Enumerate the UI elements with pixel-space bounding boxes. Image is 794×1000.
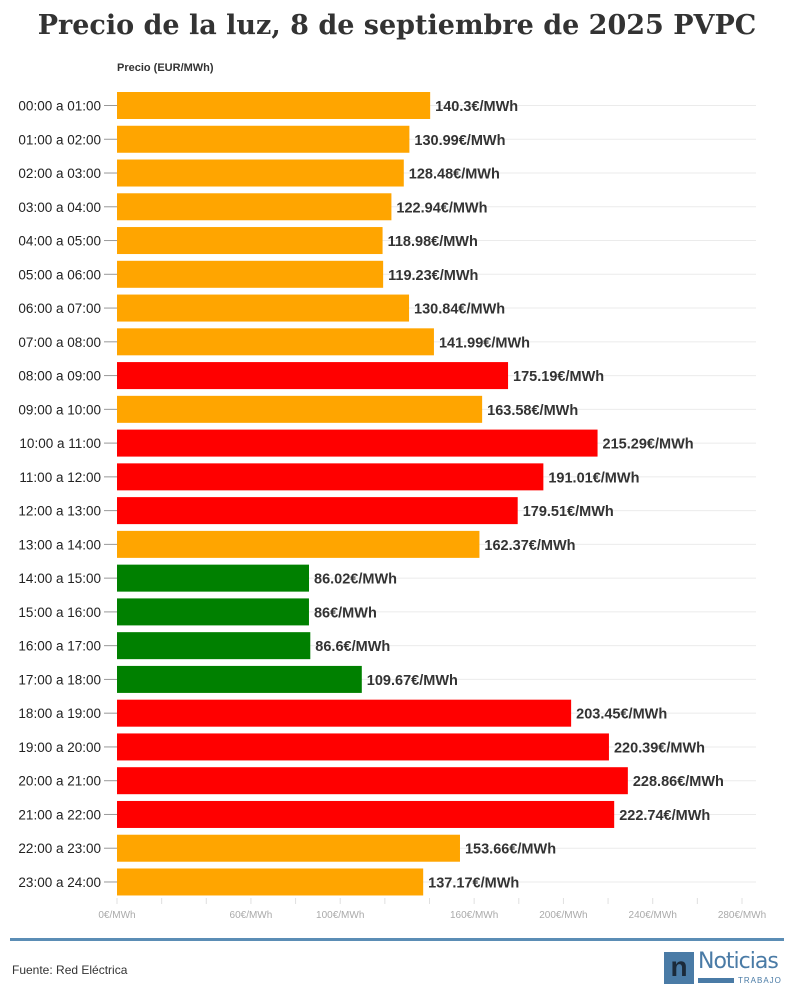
bar <box>117 362 509 390</box>
category-label: 00:00 a 01:00 <box>18 99 101 114</box>
data-label: 118.98€/MWh <box>388 234 478 250</box>
logo-n-icon: n <box>664 952 694 984</box>
category-label: 22:00 a 23:00 <box>18 841 101 856</box>
category-label: 17:00 a 18:00 <box>18 672 101 687</box>
data-label: 153.66€/MWh <box>465 842 556 858</box>
category-label: 03:00 a 04:00 <box>18 200 101 215</box>
category-label: 08:00 a 09:00 <box>18 369 101 384</box>
bar <box>117 294 410 322</box>
y-axis-label: Precio (EUR/MWh) <box>117 62 214 74</box>
data-label: 140.3€/MWh <box>435 99 518 115</box>
bar <box>117 598 309 626</box>
bar <box>117 800 615 828</box>
data-label: 228.86€/MWh <box>633 774 724 790</box>
source-note: Fuente: Red Eléctrica <box>12 963 128 977</box>
data-label: 162.37€/MWh <box>484 538 575 554</box>
category-label: 23:00 a 24:00 <box>18 875 101 890</box>
bar <box>117 665 362 693</box>
category-label: 10:00 a 11:00 <box>19 436 101 451</box>
x-tick-label: 200€/MWh <box>539 910 587 921</box>
x-tick-label: 60€/MWh <box>230 910 273 921</box>
data-label: 109.67€/MWh <box>367 673 458 689</box>
x-tick-label: 280€/MWh <box>718 910 766 921</box>
category-label: 05:00 a 06:00 <box>18 267 101 282</box>
bar <box>117 227 383 255</box>
category-label: 11:00 a 12:00 <box>19 470 101 485</box>
data-label: 175.19€/MWh <box>513 369 604 385</box>
data-label: 215.29€/MWh <box>603 437 694 453</box>
x-tick-label: 160€/MWh <box>450 910 498 921</box>
data-label: 128.48€/MWh <box>409 167 500 183</box>
x-tick-label: 0€/MWh <box>98 910 135 921</box>
category-label: 16:00 a 17:00 <box>18 639 101 654</box>
bar <box>117 159 404 187</box>
bar <box>117 497 518 525</box>
chart-title: Precio de la luz, 8 de septiembre de 202… <box>37 10 757 41</box>
data-label: 179.51€/MWh <box>523 504 614 520</box>
bar <box>117 193 392 221</box>
noticias-trabajo-logo: n Noticias TRABAJO <box>664 950 788 990</box>
bar <box>117 125 410 153</box>
bar <box>117 92 431 119</box>
category-label: 12:00 a 13:00 <box>18 504 101 519</box>
data-label: 191.01€/MWh <box>548 470 639 486</box>
data-label: 86.02€/MWh <box>314 572 397 588</box>
bar <box>117 463 544 491</box>
category-label: 02:00 a 03:00 <box>18 166 101 181</box>
category-label: 21:00 a 22:00 <box>18 807 101 822</box>
bar <box>117 733 609 761</box>
bar-chart: 0€/MWh 60€/MWh 100€/MWh 160€/MWh 200€/MWh 240… <box>18 92 766 921</box>
data-label: 222.74€/MWh <box>619 808 710 824</box>
x-tick-label: 100€/MWh <box>316 910 364 921</box>
category-label: 07:00 a 08:00 <box>18 335 101 350</box>
category-label: 13:00 a 14:00 <box>18 537 101 552</box>
footer-divider <box>10 938 784 941</box>
logo-bar <box>698 978 734 983</box>
data-label: 122.94€/MWh <box>396 200 487 216</box>
bar <box>117 564 310 592</box>
data-label: 203.45€/MWh <box>576 707 667 723</box>
category-label: 15:00 a 16:00 <box>18 605 101 620</box>
bar <box>117 260 384 288</box>
logo-word: Noticias <box>698 949 779 974</box>
logo-sub: TRABAJO <box>738 976 782 985</box>
data-label: 86.6€/MWh <box>315 639 390 655</box>
category-label: 04:00 a 05:00 <box>18 234 101 249</box>
bar <box>117 767 628 795</box>
data-label: 137.17€/MWh <box>428 875 519 891</box>
data-label: 220.39€/MWh <box>614 740 705 756</box>
bar <box>117 834 460 862</box>
x-tick-label: 240€/MWh <box>629 910 677 921</box>
category-label: 14:00 a 15:00 <box>18 571 101 586</box>
bar <box>117 530 480 558</box>
category-label: 19:00 a 20:00 <box>18 740 101 755</box>
bar <box>117 868 424 896</box>
data-label: 130.84€/MWh <box>414 302 505 318</box>
data-label: 86€/MWh <box>314 605 377 621</box>
data-label: 119.23€/MWh <box>388 268 478 284</box>
bar <box>117 632 311 660</box>
data-label: 141.99€/MWh <box>439 335 530 351</box>
bar <box>117 699 572 727</box>
category-label: 01:00 a 02:00 <box>18 132 101 147</box>
bar <box>117 429 598 457</box>
category-label: 09:00 a 10:00 <box>18 402 101 417</box>
category-label: 18:00 a 19:00 <box>18 706 101 721</box>
bar <box>117 328 434 356</box>
bar <box>117 395 483 423</box>
category-label: 20:00 a 21:00 <box>18 774 101 789</box>
category-label: 06:00 a 07:00 <box>18 301 101 316</box>
data-label: 130.99€/MWh <box>414 133 505 149</box>
data-label: 163.58€/MWh <box>487 403 578 419</box>
